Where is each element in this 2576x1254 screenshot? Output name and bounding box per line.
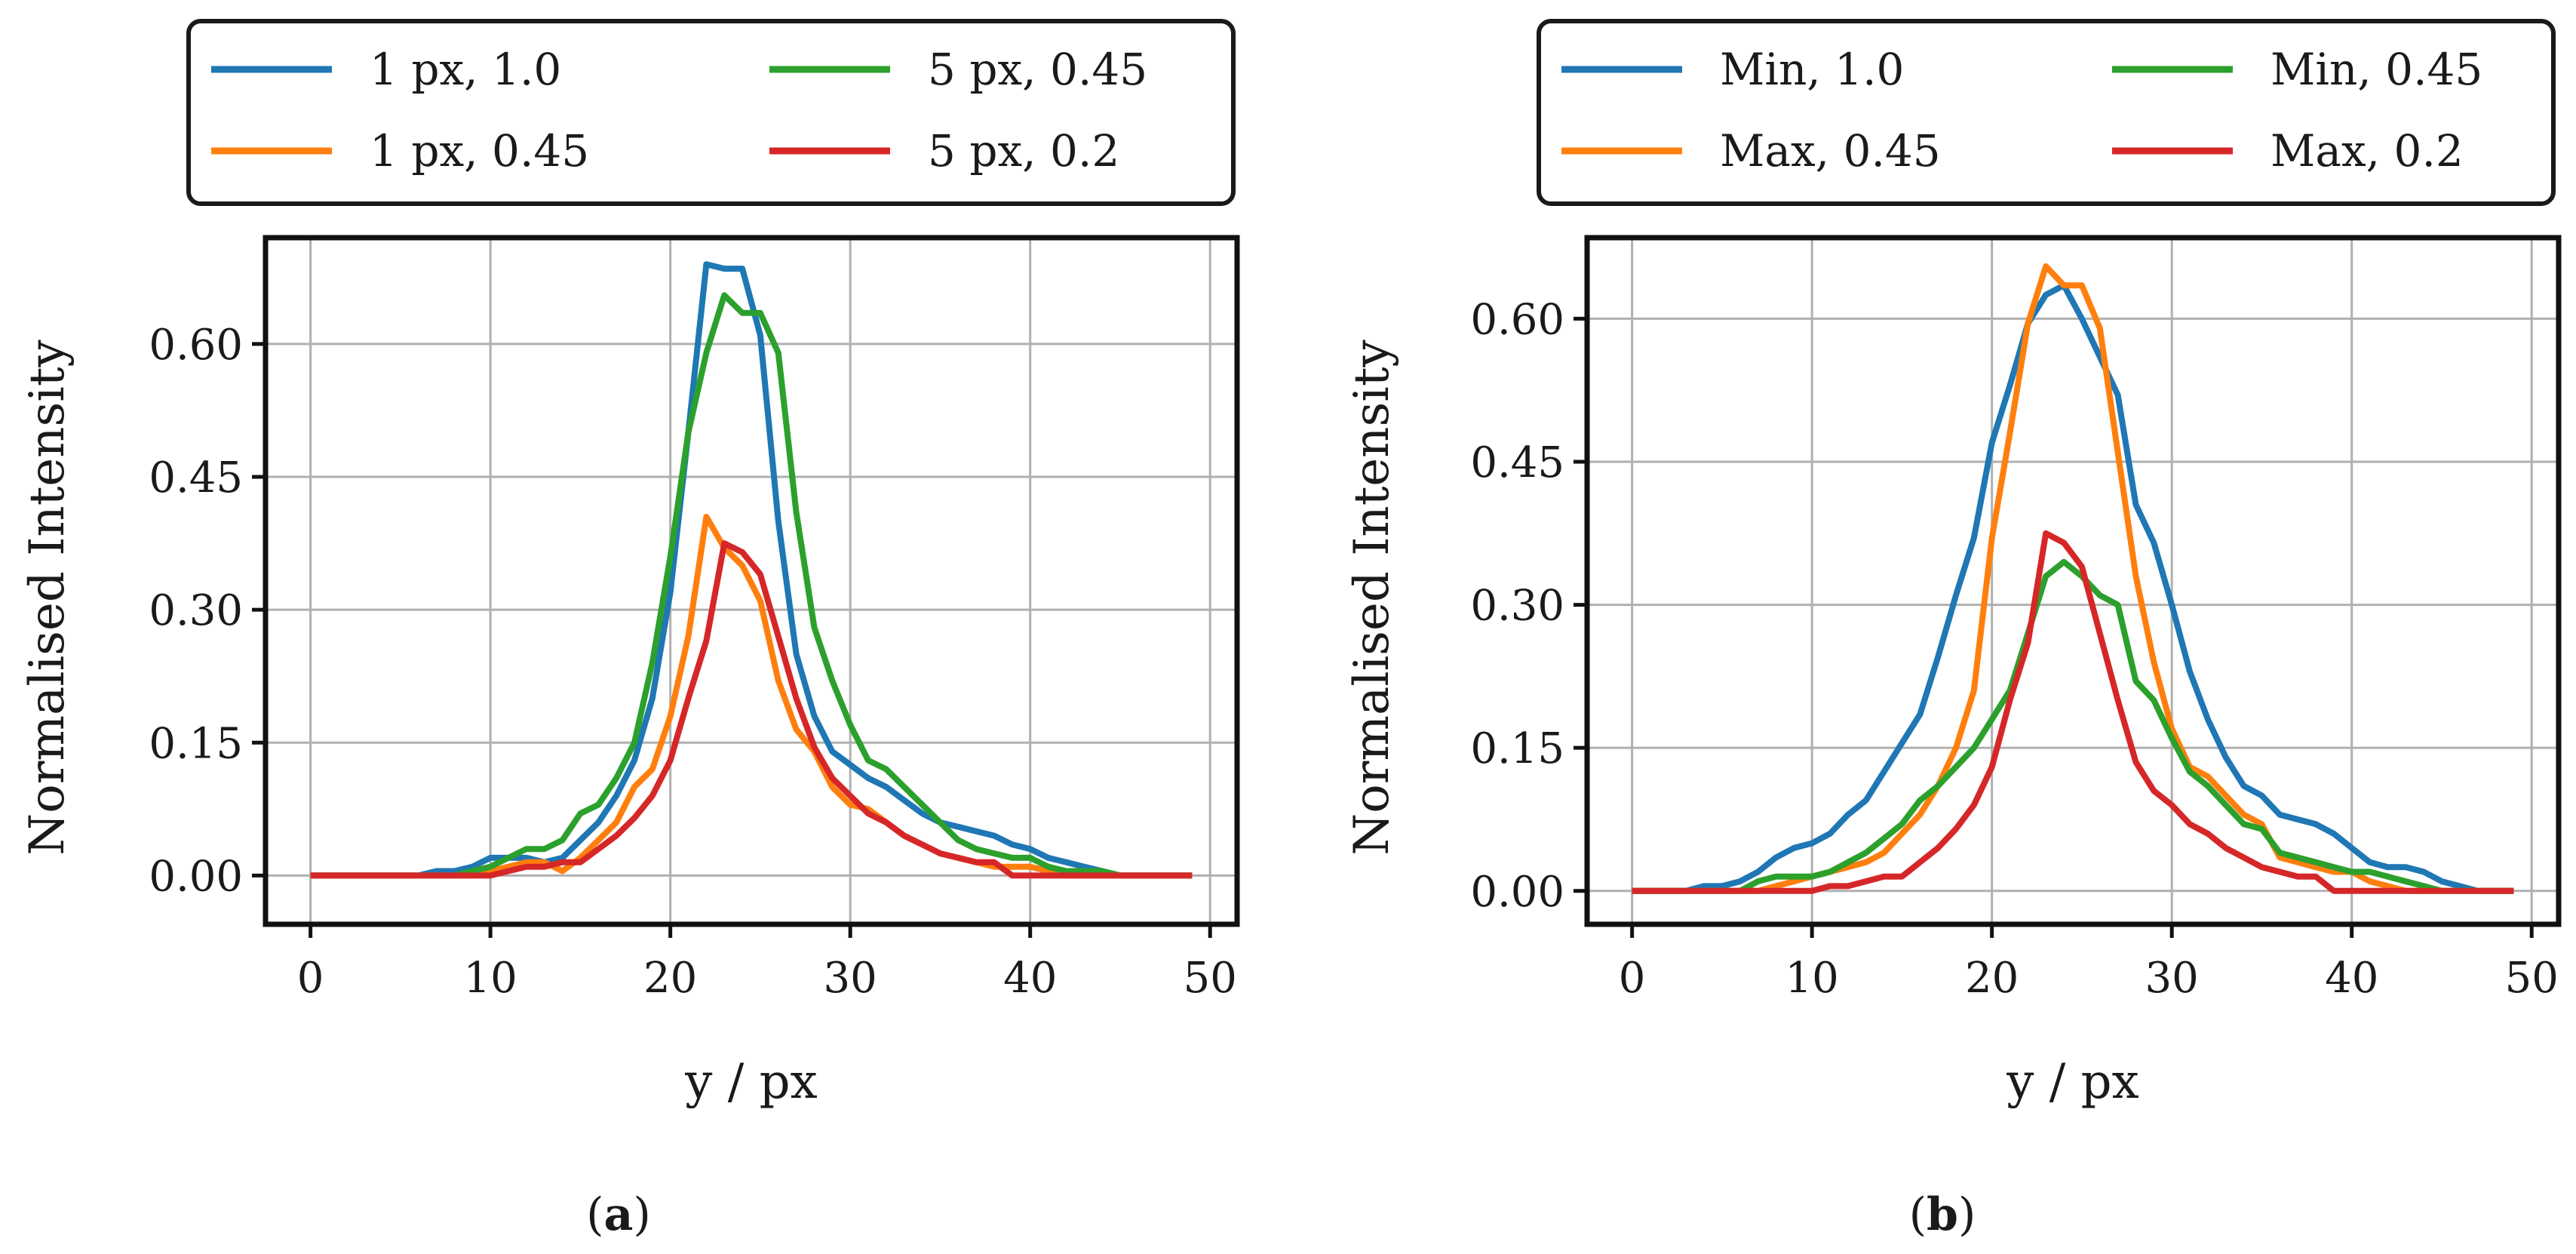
series-line-3 [1632, 558, 2514, 894]
x-axis-label: y / px [684, 1054, 817, 1110]
legend-label-2: 1 px, 0.45 [370, 125, 589, 177]
series-line-2 [1632, 263, 2514, 894]
x-tick-label: 10 [1785, 954, 1839, 1003]
series-line-2 [310, 513, 1193, 879]
y-tick-label: 0.15 [149, 719, 243, 768]
y-tick-label: 0.30 [1470, 582, 1564, 631]
legend-label-3: Min, 0.45 [2271, 44, 2482, 95]
x-tick-label: 20 [643, 954, 697, 1003]
x-tick-label: 10 [464, 954, 517, 1003]
chart-a: 0 10 20 30 40 50 0.00 0.15 0.30 0.45 0.60 y / px Nor… [20, 19, 1240, 1241]
legend-box [186, 19, 1236, 206]
y-tick-label: 0.30 [149, 586, 243, 635]
y-tick-label: 0.00 [1470, 868, 1564, 917]
x-tick-label: 40 [2325, 954, 2378, 1003]
y-axis-label: Normalised Intensity [20, 340, 75, 855]
legend-label-1: Min, 1.0 [1720, 44, 1904, 95]
series-line-4 [310, 540, 1193, 879]
figure-caption: (b) [1909, 1188, 1976, 1241]
plot-frame [1584, 235, 2562, 927]
x-tick-label: 0 [1619, 954, 1646, 1003]
chart-b: 0 10 20 30 40 50 0.00 0.15 0.30 0.45 0.60 y / px Nor… [1344, 19, 2562, 1241]
y-tick-label: 0.45 [149, 453, 243, 503]
y-tick-label: 0.15 [1470, 724, 1564, 773]
figure-caption: (a) [586, 1188, 651, 1241]
y-tick-label: 0.60 [149, 321, 243, 370]
x-tick-label: 20 [1965, 954, 2019, 1003]
x-tick-label: 50 [2505, 954, 2559, 1003]
y-tick-label: 0.45 [1470, 438, 1564, 487]
legend-label-4: 5 px, 0.2 [928, 125, 1119, 177]
x-axis-label: y / px [2006, 1054, 2138, 1110]
x-tick-label: 50 [1184, 954, 1237, 1003]
x-tick-label: 0 [297, 954, 324, 1003]
legend-label-4: Max, 0.2 [2271, 125, 2464, 177]
y-tick-label: 0.60 [1470, 295, 1564, 344]
legend-box [1537, 19, 2556, 206]
legend: Min, 1.0 Max, 0.45 Min, 0.45 Max, 0.2 [1537, 19, 2556, 206]
series-line-4 [1632, 530, 2514, 894]
series-line-1 [310, 261, 1193, 879]
series-line-1 [1632, 282, 2514, 894]
x-tick-label: 30 [2145, 954, 2199, 1003]
x-tick-label: 30 [824, 954, 877, 1003]
y-axis-label: Normalised Intensity [1344, 340, 1400, 855]
legend-label-1: 1 px, 1.0 [370, 44, 561, 95]
legend-label-3: 5 px, 0.45 [928, 44, 1147, 95]
y-tick-label: 0.00 [149, 852, 243, 901]
legend-label-2: Max, 0.45 [1720, 125, 1941, 177]
plot-frame [263, 235, 1240, 927]
legend: 1 px, 1.0 1 px, 0.45 5 px, 0.45 5 px, 0.2 [186, 19, 1236, 206]
x-tick-label: 40 [1003, 954, 1057, 1003]
